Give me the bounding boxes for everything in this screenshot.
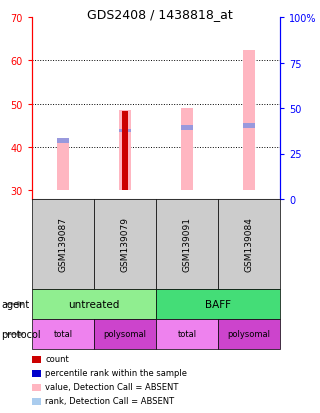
- Text: polysomal: polysomal: [103, 330, 147, 339]
- Bar: [57, 139, 68, 143]
- Bar: [57, 141, 68, 191]
- Bar: [244, 50, 255, 191]
- Text: GDS2408 / 1438818_at: GDS2408 / 1438818_at: [87, 8, 233, 21]
- Text: GSM139091: GSM139091: [182, 217, 191, 272]
- Bar: [122, 112, 128, 191]
- Text: BAFF: BAFF: [205, 299, 231, 309]
- Text: count: count: [45, 355, 69, 363]
- Bar: [181, 126, 193, 131]
- Text: value, Detection Call = ABSENT: value, Detection Call = ABSENT: [45, 382, 178, 392]
- Text: percentile rank within the sample: percentile rank within the sample: [45, 369, 187, 377]
- Bar: [244, 124, 255, 128]
- Text: GSM139084: GSM139084: [244, 217, 253, 272]
- Text: polysomal: polysomal: [228, 330, 270, 339]
- Text: protocol: protocol: [2, 329, 41, 339]
- Text: total: total: [177, 330, 196, 339]
- Text: total: total: [53, 330, 73, 339]
- Bar: [119, 130, 131, 133]
- Text: untreated: untreated: [68, 299, 120, 309]
- Text: agent: agent: [2, 299, 30, 309]
- Bar: [181, 109, 193, 191]
- Text: rank, Detection Call = ABSENT: rank, Detection Call = ABSENT: [45, 396, 174, 406]
- Text: GSM139087: GSM139087: [59, 217, 68, 272]
- Bar: [119, 111, 131, 191]
- Text: GSM139079: GSM139079: [121, 217, 130, 272]
